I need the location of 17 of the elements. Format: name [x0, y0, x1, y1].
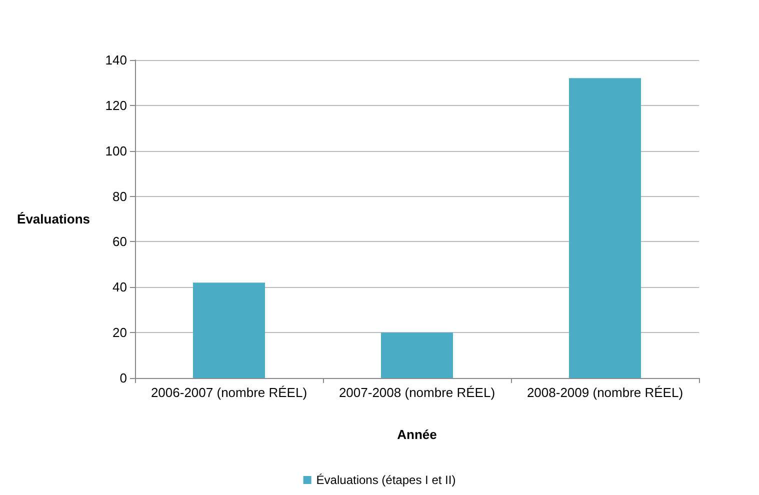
bar	[381, 332, 453, 378]
y-tick-label: 40	[112, 280, 127, 295]
y-tick-label: 100	[105, 143, 127, 158]
x-tick-label: 2006-2007 (nombre RÉEL)	[150, 385, 308, 400]
y-axis-title: Évaluations	[17, 212, 90, 226]
y-tick-label: 20	[112, 325, 127, 340]
y-tick-label: 120	[105, 98, 127, 113]
x-axis-title: Année	[397, 427, 437, 442]
x-tick-label: 2008-2009 (nombre RÉEL)	[526, 385, 684, 400]
legend-label: Évaluations (étapes I et II)	[316, 473, 456, 487]
y-tick-label: 140	[105, 52, 127, 68]
y-tick-label: 0	[120, 370, 127, 386]
bar	[193, 282, 265, 378]
x-tick-label: 2007-2008 (nombre RÉEL)	[338, 385, 496, 400]
y-tick-label: 60	[112, 234, 127, 250]
bar	[569, 78, 641, 378]
y-tick-label: 80	[112, 188, 127, 204]
